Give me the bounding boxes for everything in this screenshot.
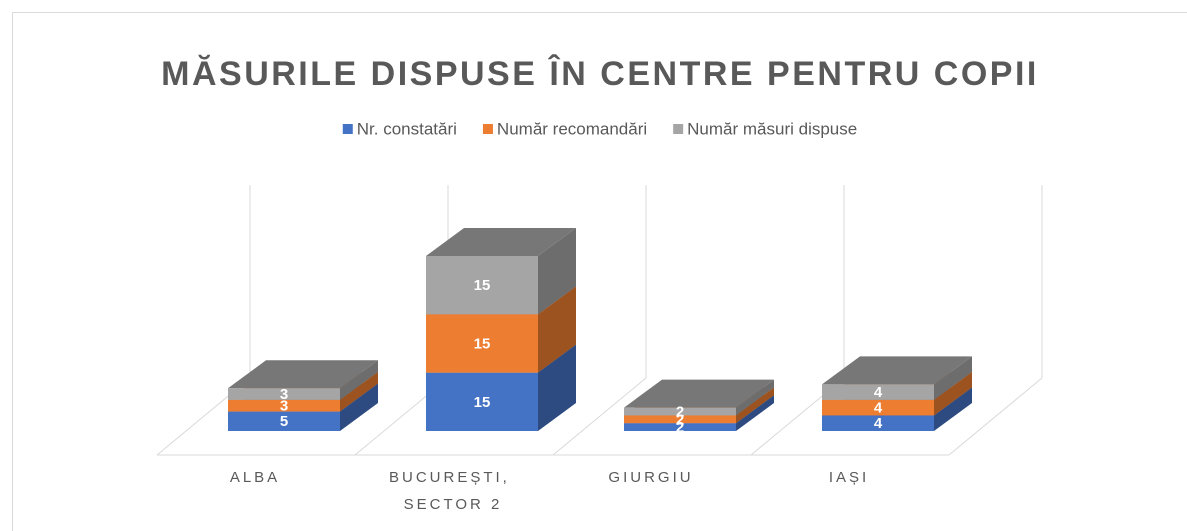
legend-label: Număr măsuri dispuse <box>687 119 857 138</box>
bar-side <box>736 387 774 424</box>
bar-front <box>228 411 340 431</box>
bar-front <box>426 314 538 373</box>
bar-side <box>736 395 774 431</box>
bar-segment <box>624 379 774 416</box>
legend-label: Număr recomandări <box>497 119 647 138</box>
bar-top <box>822 356 972 385</box>
bar-front <box>228 388 340 400</box>
data-label: 2 <box>676 404 684 421</box>
bar-front <box>426 372 538 431</box>
bar-top <box>624 379 774 408</box>
bar-side <box>340 383 378 431</box>
bar-side <box>538 344 576 431</box>
legend-label: Nr. constatări <box>357 119 457 138</box>
chart-border <box>12 12 1187 531</box>
bar-side <box>934 371 972 416</box>
bar-side <box>538 286 576 373</box>
data-label: 15 <box>474 394 491 411</box>
bar-segment <box>228 360 378 400</box>
bar-front <box>624 407 736 416</box>
data-label: 5 <box>280 413 288 430</box>
data-label: 3 <box>280 398 288 415</box>
bar-front <box>822 384 934 400</box>
x-tick-label: BUCUREȘTI, SECTOR 2 <box>389 469 517 513</box>
legend-swatch <box>482 124 493 134</box>
floor-line <box>552 377 647 456</box>
data-label: 4 <box>874 415 883 432</box>
bar-front <box>822 415 934 431</box>
x-tick-label: GIURGIU <box>608 469 693 486</box>
bar-front <box>624 415 736 424</box>
bar-side <box>934 387 972 431</box>
bar-front <box>228 399 340 412</box>
bar-segment <box>426 228 576 315</box>
legend-swatch <box>673 124 684 134</box>
chart-title: MĂSURILE DISPUSE ÎN CENTRE PENTRU COPII <box>161 55 1039 93</box>
data-label: 4 <box>874 384 883 401</box>
bar-front <box>624 423 736 431</box>
bar-side <box>934 356 972 400</box>
bar-side <box>538 228 576 315</box>
data-label: 15 <box>474 277 491 294</box>
bar-front <box>822 399 934 416</box>
data-label: 2 <box>676 411 684 428</box>
legend-swatch <box>342 124 353 134</box>
data-label: 15 <box>474 335 491 352</box>
data-label: 3 <box>280 386 288 403</box>
bar-top <box>426 228 576 256</box>
legend: Nr. constatări Număr recomandări Număr măs… <box>342 119 857 138</box>
bar-side <box>340 371 378 412</box>
x-tick-label: IAȘI <box>829 469 869 486</box>
data-label: 2 <box>676 419 684 436</box>
bar-top <box>228 360 378 389</box>
bar-side <box>340 360 378 400</box>
floor-line <box>948 377 1043 456</box>
bar-segment <box>822 356 972 400</box>
data-label: 4 <box>874 400 883 417</box>
x-tick-label: ALBA <box>230 469 280 486</box>
bar-front <box>426 256 538 315</box>
bar-side <box>736 379 774 416</box>
